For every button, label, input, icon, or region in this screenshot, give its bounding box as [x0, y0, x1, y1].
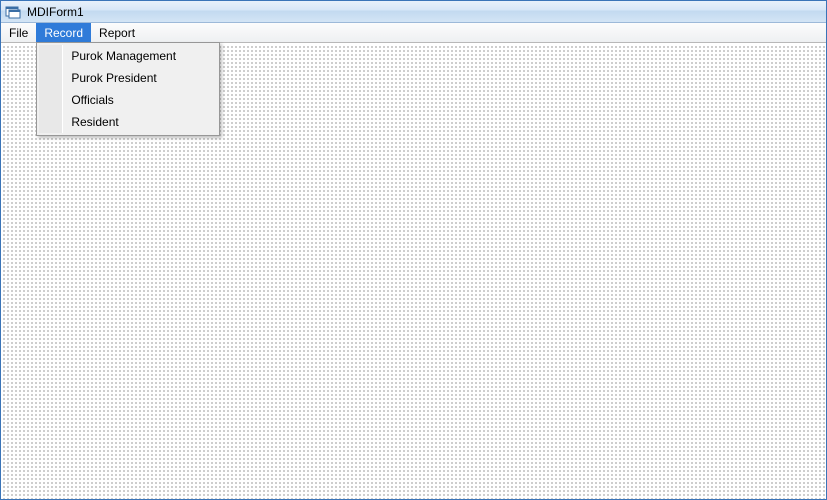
dropdown-item-resident[interactable]: Resident	[39, 111, 217, 133]
menu-report-label: Report	[99, 26, 135, 40]
menubar: File Record Purok Management Purok Presi…	[1, 23, 826, 43]
dropdown-item-label: Purok Management	[71, 49, 176, 63]
dropdown-item-label: Purok President	[71, 71, 156, 85]
window-title: MDIForm1	[27, 5, 84, 19]
menu-report[interactable]: Report	[91, 23, 143, 42]
dropdown-item-label: Resident	[71, 115, 118, 129]
dropdown-item-officials[interactable]: Officials	[39, 89, 217, 111]
dropdown-item-purok-president[interactable]: Purok President	[39, 67, 217, 89]
dropdown-item-label: Officials	[71, 93, 113, 107]
dropdown-item-purok-management[interactable]: Purok Management	[39, 45, 217, 67]
titlebar[interactable]: MDIForm1	[1, 1, 826, 23]
menu-file[interactable]: File	[1, 23, 36, 42]
app-icon	[5, 4, 21, 20]
menu-record[interactable]: Record Purok Management Purok President …	[36, 23, 91, 42]
mdi-window: MDIForm1 File Record Purok Management Pu…	[0, 0, 827, 500]
dropdown-record: Purok Management Purok President Officia…	[36, 42, 220, 136]
menu-record-label: Record	[44, 26, 83, 40]
menu-file-label: File	[9, 26, 28, 40]
